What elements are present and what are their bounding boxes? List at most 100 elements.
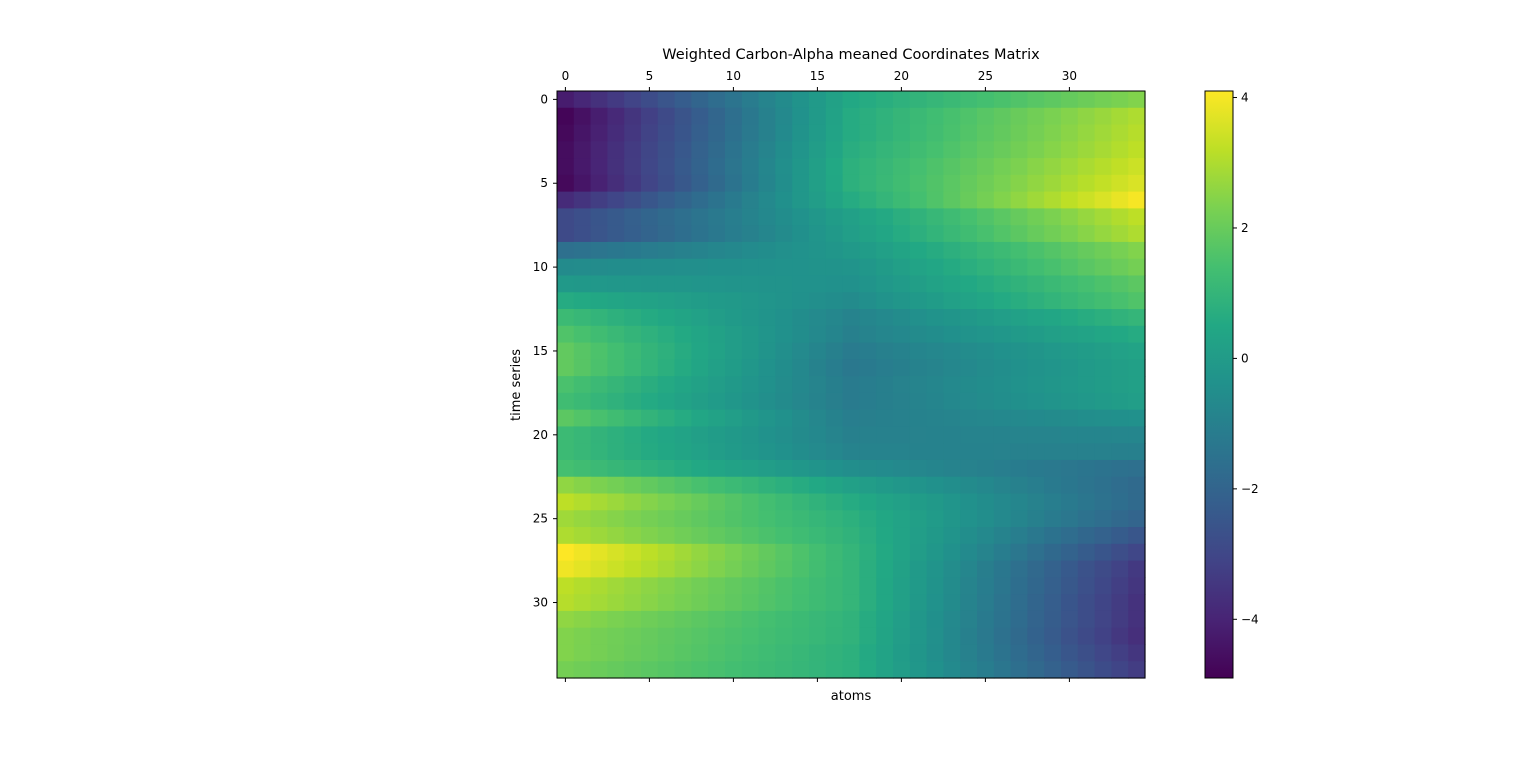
- heatmap-cell: [624, 527, 642, 545]
- heatmap-cell: [1044, 610, 1062, 629]
- heatmap-cell: [607, 309, 625, 327]
- heatmap-cell: [977, 543, 995, 562]
- heatmap-cell: [1111, 594, 1129, 612]
- heatmap-cell: [590, 241, 608, 260]
- heatmap-cell: [926, 342, 944, 360]
- heatmap-cell: [1027, 376, 1045, 394]
- heatmap-cell: [876, 577, 894, 595]
- heatmap-cell: [1010, 476, 1028, 495]
- heatmap-cell: [1027, 459, 1045, 478]
- heatmap-cell: [876, 376, 894, 394]
- heatmap-cell: [641, 124, 659, 142]
- heatmap-cell: [792, 342, 810, 360]
- heatmap-cell: [1027, 594, 1045, 612]
- heatmap-cell: [1044, 476, 1062, 495]
- heatmap-cell: [1061, 359, 1079, 377]
- heatmap-cell: [590, 342, 608, 360]
- heatmap-cell: [674, 359, 692, 377]
- heatmap-cell: [657, 292, 676, 310]
- heatmap-cell: [1027, 510, 1045, 528]
- heatmap-cell: [775, 392, 793, 411]
- heatmap-cell: [708, 124, 726, 142]
- heatmap-cell: [691, 376, 709, 394]
- heatmap-cell: [624, 644, 642, 662]
- heatmap-cell: [775, 476, 793, 495]
- heatmap-cell: [1077, 610, 1096, 629]
- heatmap-cell: [1010, 124, 1028, 142]
- heatmap-cell: [708, 174, 726, 193]
- heatmap-cell: [725, 392, 743, 411]
- heatmap-cell: [624, 309, 642, 327]
- heatmap-cell: [1044, 443, 1062, 461]
- heatmap-cell: [842, 309, 860, 327]
- heatmap-cell: [641, 543, 659, 562]
- heatmap-cell: [708, 426, 726, 444]
- heatmap-cell: [725, 241, 743, 260]
- heatmap-cell: [590, 476, 608, 495]
- heatmap-cell: [758, 342, 776, 360]
- heatmap-cell: [1094, 459, 1112, 478]
- heatmap-cell: [893, 342, 911, 360]
- y-tick-label: 10: [533, 260, 548, 274]
- heatmap-cell: [557, 275, 575, 293]
- heatmap-cell: [1077, 91, 1096, 109]
- heatmap-cell: [741, 376, 760, 394]
- heatmap-cell: [842, 91, 860, 109]
- heatmap-cell: [859, 141, 877, 159]
- heatmap-cell: [1044, 309, 1062, 327]
- heatmap-cell: [1094, 560, 1112, 578]
- heatmap-cell: [909, 208, 928, 226]
- heatmap-cell: [809, 325, 827, 344]
- heatmap-cell: [943, 392, 961, 411]
- heatmap-cell: [1077, 376, 1096, 394]
- heatmap-cell: [859, 258, 877, 277]
- heatmap-cell: [708, 627, 726, 646]
- heatmap-cell: [607, 409, 625, 428]
- heatmap-cell: [977, 359, 995, 377]
- heatmap-cell: [960, 258, 978, 277]
- heatmap-cell: [674, 577, 692, 595]
- heatmap-cell: [641, 275, 659, 293]
- heatmap-cell: [557, 527, 575, 545]
- heatmap-cell: [641, 510, 659, 528]
- heatmap-cell: [758, 275, 776, 293]
- heatmap-cell: [657, 342, 676, 360]
- heatmap-cell: [926, 225, 944, 243]
- heatmap-cell: [573, 124, 592, 142]
- heatmap-cell: [573, 577, 592, 595]
- heatmap-cell: [977, 124, 995, 142]
- heatmap-cell: [607, 376, 625, 394]
- heatmap-cell: [657, 510, 676, 528]
- heatmap-cell: [792, 560, 810, 578]
- heatmap-cell: [641, 325, 659, 344]
- heatmap-cell: [1128, 376, 1146, 394]
- heatmap-cell: [1077, 359, 1096, 377]
- heatmap-cell: [1128, 661, 1146, 679]
- heatmap-cell: [993, 91, 1012, 109]
- heatmap-cell: [641, 627, 659, 646]
- heatmap-cell: [792, 392, 810, 411]
- heatmap-cell: [708, 208, 726, 226]
- heatmap-cell: [825, 124, 844, 142]
- heatmap-cell: [1061, 594, 1079, 612]
- heatmap-cell: [641, 191, 659, 209]
- heatmap-cell: [1044, 107, 1062, 126]
- heatmap-cell: [674, 225, 692, 243]
- heatmap-cell: [641, 644, 659, 662]
- heatmap-cell: [876, 325, 894, 344]
- heatmap-cell: [741, 661, 760, 679]
- heatmap-cell: [842, 275, 860, 293]
- heatmap-cell: [893, 627, 911, 646]
- heatmap-cell: [859, 208, 877, 226]
- heatmap-cell: [1128, 124, 1146, 142]
- heatmap-cell: [691, 510, 709, 528]
- heatmap-cell: [943, 426, 961, 444]
- x-axis-label: atoms: [831, 689, 872, 704]
- heatmap-cell: [943, 594, 961, 612]
- heatmap-cell: [725, 275, 743, 293]
- heatmap-cell: [741, 141, 760, 159]
- heatmap-cell: [573, 527, 592, 545]
- heatmap-cell: [741, 208, 760, 226]
- heatmap-cell: [825, 493, 844, 511]
- heatmap-cell: [607, 443, 625, 461]
